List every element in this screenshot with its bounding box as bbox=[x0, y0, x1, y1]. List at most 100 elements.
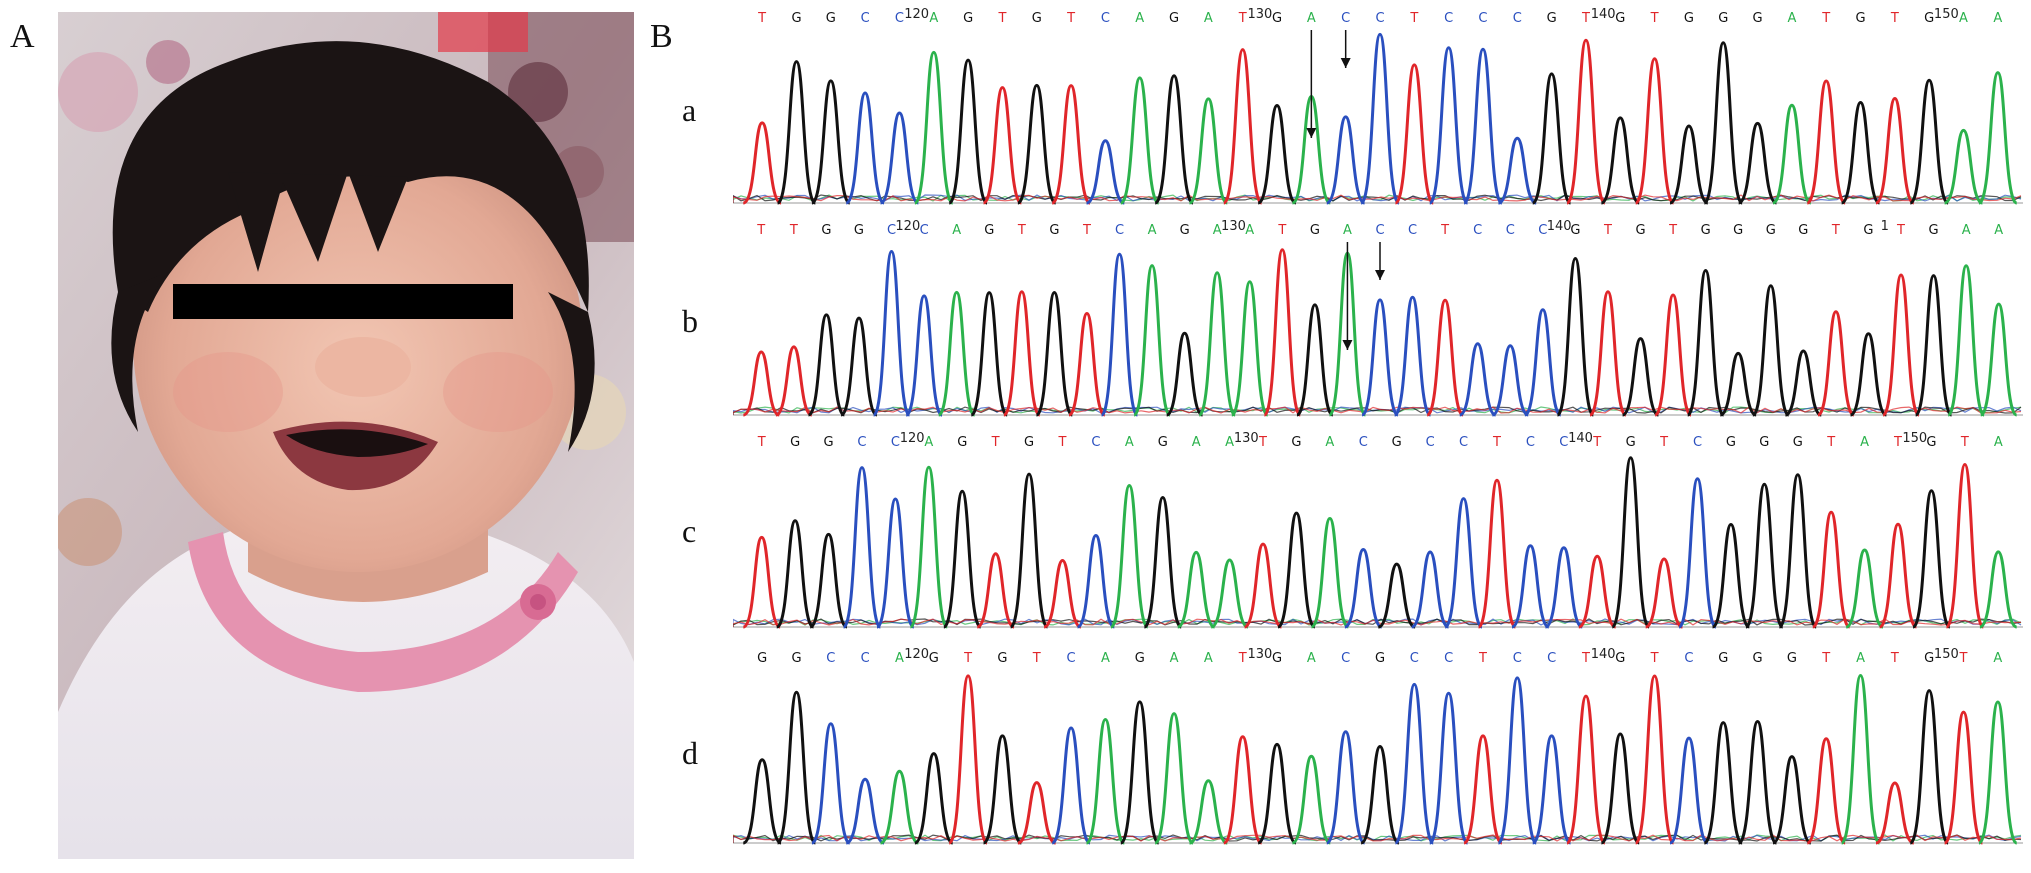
peak-C bbox=[1325, 115, 1366, 205]
peak-T bbox=[1243, 542, 1283, 629]
base-call: A bbox=[1994, 435, 2003, 450]
base-call: C bbox=[1091, 435, 1100, 450]
peak-T bbox=[1393, 63, 1435, 205]
arrow-head-icon bbox=[1306, 128, 1317, 138]
peak-G bbox=[1295, 303, 1335, 417]
base-call: G bbox=[957, 435, 967, 450]
base-call: T bbox=[1659, 435, 1668, 450]
peak-G bbox=[1153, 74, 1195, 205]
peak-T bbox=[1875, 781, 1915, 845]
peak-T bbox=[1805, 79, 1847, 205]
peak-T bbox=[1943, 710, 1984, 845]
row-label-b: b bbox=[682, 303, 698, 339]
position-marker: 140 bbox=[1591, 648, 1616, 662]
peak-A bbox=[1132, 264, 1172, 417]
base-call: T bbox=[1960, 435, 1969, 450]
peak-G bbox=[914, 752, 954, 845]
peak-G bbox=[1257, 104, 1297, 205]
position-marker: 130 bbox=[1234, 432, 1259, 446]
peak-T bbox=[1565, 38, 1607, 205]
base-call: T bbox=[1592, 435, 1601, 450]
peak-C bbox=[1511, 544, 1550, 629]
peak-G bbox=[1914, 274, 1953, 417]
base-call: A bbox=[895, 651, 904, 666]
base-call: C bbox=[1693, 435, 1702, 450]
base-call: A bbox=[1170, 651, 1179, 666]
base-call: A bbox=[1856, 651, 1865, 666]
base-call: A bbox=[1993, 651, 2002, 666]
base-call: A bbox=[1148, 223, 1157, 238]
base-call: C bbox=[1115, 223, 1124, 238]
base-call: G bbox=[1924, 11, 1934, 26]
peak-A bbox=[1977, 71, 2019, 205]
peak-T bbox=[1463, 734, 1503, 845]
position-marker: 150 bbox=[1934, 8, 1959, 22]
peak-A bbox=[1197, 271, 1237, 417]
base-call: A bbox=[1343, 223, 1352, 238]
peak-C bbox=[1428, 46, 1469, 205]
peak-G bbox=[1686, 268, 1726, 417]
peak-C bbox=[810, 722, 852, 845]
peak-G bbox=[982, 734, 1023, 845]
peak-C bbox=[1076, 534, 1116, 629]
peak-T bbox=[1811, 510, 1852, 629]
base-call: T bbox=[1017, 223, 1026, 238]
peak-T bbox=[1945, 463, 1985, 629]
peak-A bbox=[1210, 558, 1249, 629]
base-call: C bbox=[887, 223, 896, 238]
peak-T bbox=[982, 86, 1023, 205]
base-call: C bbox=[826, 651, 835, 666]
base-call: A bbox=[952, 223, 961, 238]
base-call: G bbox=[1169, 11, 1179, 26]
base-call: G bbox=[1726, 435, 1736, 450]
peak-C bbox=[842, 466, 882, 629]
position-marker: 120 bbox=[904, 648, 929, 662]
base-call: G bbox=[1753, 11, 1763, 26]
child-photo bbox=[58, 12, 634, 859]
base-call: G bbox=[1375, 651, 1385, 666]
panel-a-label: A bbox=[10, 18, 35, 55]
peak-T bbox=[1222, 735, 1263, 845]
base-call: C bbox=[1473, 223, 1482, 238]
peak-G bbox=[810, 79, 852, 205]
peak-G bbox=[1016, 83, 1058, 205]
base-call: G bbox=[1701, 223, 1711, 238]
peak-T bbox=[1425, 298, 1465, 417]
base-call: C bbox=[1359, 435, 1368, 450]
peak-C bbox=[1491, 344, 1529, 417]
peak-A bbox=[1119, 76, 1161, 205]
peak-T bbox=[1878, 522, 1918, 629]
peak-T bbox=[976, 552, 1015, 629]
base-call: C bbox=[1538, 223, 1547, 238]
base-call: C bbox=[920, 223, 929, 238]
peak-T bbox=[742, 535, 781, 629]
base-call: A bbox=[1325, 435, 1334, 450]
peak-C bbox=[1050, 726, 1092, 845]
chromatogram-c: T G G C C A G T G T C A G A A T G A C G C C T C C T G T C G G G T A T G T A 12… bbox=[733, 432, 2023, 642]
base-call: G bbox=[1626, 435, 1636, 450]
peak-A bbox=[908, 465, 949, 629]
base-call: T bbox=[1821, 651, 1830, 666]
position-marker: 140 bbox=[1591, 8, 1616, 22]
base-call: T bbox=[963, 651, 972, 666]
base-call: G bbox=[1787, 651, 1797, 666]
peak-G bbox=[1702, 721, 1744, 845]
base-call: T bbox=[1238, 651, 1247, 666]
base-call: A bbox=[1101, 651, 1110, 666]
peak-T bbox=[1634, 674, 1675, 845]
base-call: A bbox=[929, 11, 938, 26]
base-call: T bbox=[1238, 11, 1247, 26]
peak-C bbox=[1085, 139, 1125, 205]
peak-C bbox=[1100, 252, 1139, 417]
peak-A bbox=[1109, 483, 1150, 629]
peak-C bbox=[845, 777, 885, 845]
base-call: C bbox=[1341, 11, 1350, 26]
base-call: G bbox=[1793, 435, 1803, 450]
peak-C bbox=[879, 111, 920, 205]
peak-A bbox=[1772, 103, 1812, 205]
base-call: C bbox=[1375, 223, 1384, 238]
peak-C bbox=[1443, 497, 1484, 629]
peak-C bbox=[1428, 691, 1469, 845]
base-call: G bbox=[854, 223, 864, 238]
